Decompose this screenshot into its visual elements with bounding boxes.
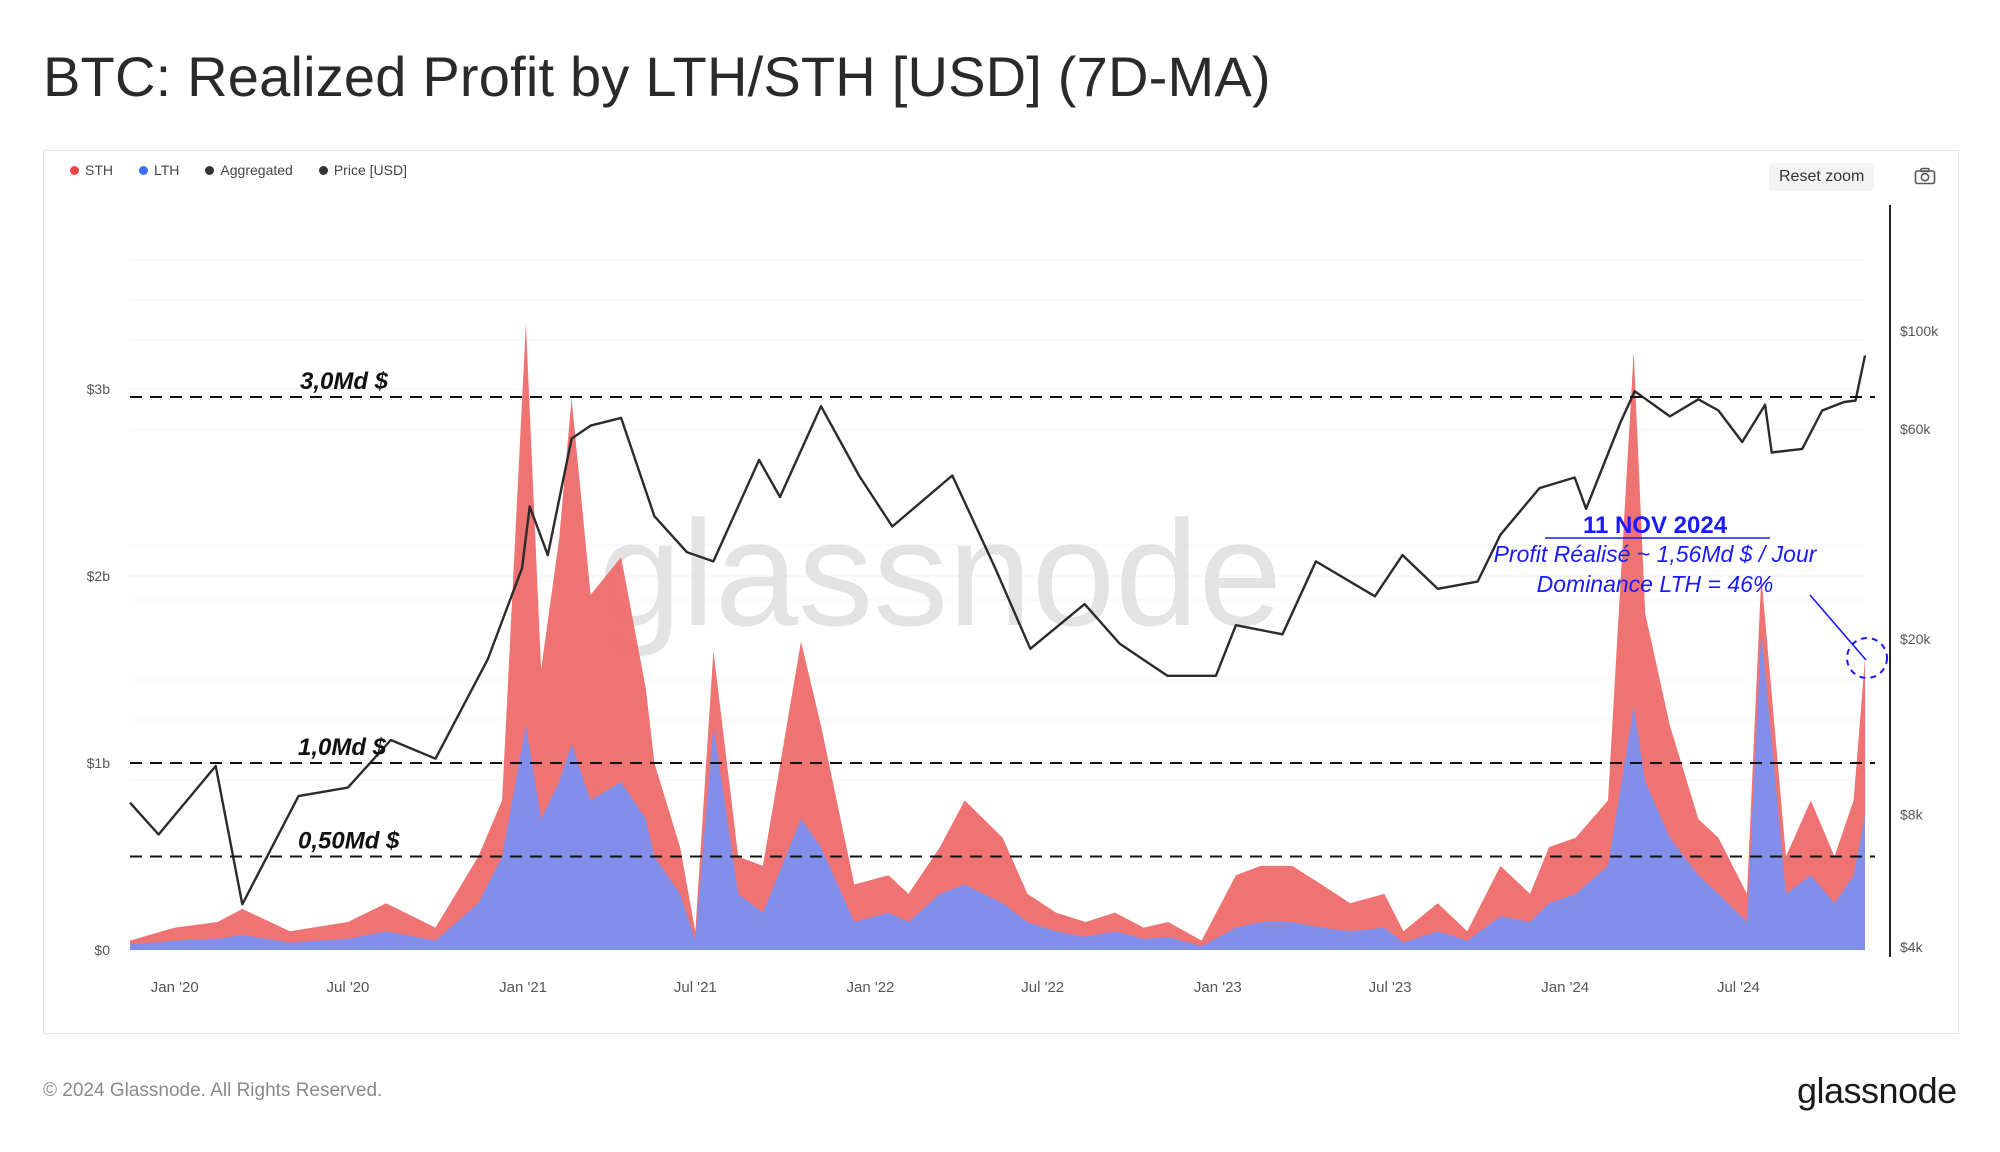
reset-zoom-button[interactable]: Reset zoom <box>1769 163 1875 191</box>
legend-dot-sth <box>70 165 79 175</box>
chart-panel <box>43 150 1959 1034</box>
legend-label-aggregated: Aggregated <box>220 162 293 178</box>
reference-label: 1,0Md $ <box>298 734 387 761</box>
annotation-circle <box>1846 637 1888 679</box>
x-tick: Jan '23 <box>1194 979 1242 996</box>
legend-item-sth[interactable]: STH <box>70 162 113 178</box>
y-right-tick: $20k <box>1900 631 1931 647</box>
y-right-tick: $100k <box>1900 323 1939 339</box>
price-line <box>129 355 1867 906</box>
camera-icon[interactable] <box>1914 167 1936 190</box>
y-right-tick: $8k <box>1900 806 1924 822</box>
y-left-tick: $1b <box>87 755 111 771</box>
legend-label-price: Price [USD] <box>333 162 407 178</box>
page-title: BTC: Realized Profit by LTH/STH [USD] (7… <box>43 45 1271 108</box>
y-left-tick: $3b <box>87 381 111 397</box>
x-tick: Jan '20 <box>151 979 199 996</box>
annotation-line-2: Dominance LTH = 46% <box>1537 571 1774 597</box>
annotation-pointer <box>1809 594 1867 661</box>
copyright-text: © 2024 Glassnode. All Rights Reserved. <box>43 1080 383 1101</box>
legend-dot-price <box>318 165 328 175</box>
y-right-tick: $4k <box>1900 939 1924 955</box>
legend-item-aggregated[interactable]: Aggregated <box>205 162 293 178</box>
legend-dot-lth <box>139 165 148 175</box>
brand-logo: glassnode <box>1797 1070 1957 1111</box>
watermark: glassnode <box>598 489 1282 657</box>
y-right-tick: $60k <box>1900 421 1931 437</box>
x-tick: Jul '22 <box>1021 979 1064 996</box>
lth-area <box>130 632 1865 950</box>
y-left-tick: $0 <box>94 942 110 958</box>
x-tick: Jul '20 <box>327 979 370 996</box>
legend-label-sth: STH <box>85 162 113 178</box>
reference-label: 3,0Md $ <box>300 368 389 395</box>
x-tick: Jan '21 <box>499 979 547 996</box>
x-tick: Jul '23 <box>1369 979 1412 996</box>
x-tick: Jul '24 <box>1717 979 1760 996</box>
legend-label-lth: LTH <box>154 162 180 178</box>
y-left-tick: $2b <box>87 568 111 584</box>
x-tick: Jul '21 <box>674 979 717 996</box>
legend-item-lth[interactable]: LTH <box>139 162 179 178</box>
reference-label: 0,50Md $ <box>298 828 400 855</box>
x-tick: Jan '24 <box>1541 979 1589 996</box>
annotation-line-1: Profit Réalisé ~ 1,56Md $ / Jour <box>1494 541 1818 567</box>
legend-dot-aggregated <box>205 165 215 175</box>
legend-item-price[interactable]: Price [USD] <box>318 162 407 178</box>
annotation-title: 11 NOV 2024 <box>1583 512 1728 539</box>
chart-legend: STH LTH Aggregated Price [USD] <box>70 162 407 178</box>
x-tick: Jan '22 <box>846 979 894 996</box>
